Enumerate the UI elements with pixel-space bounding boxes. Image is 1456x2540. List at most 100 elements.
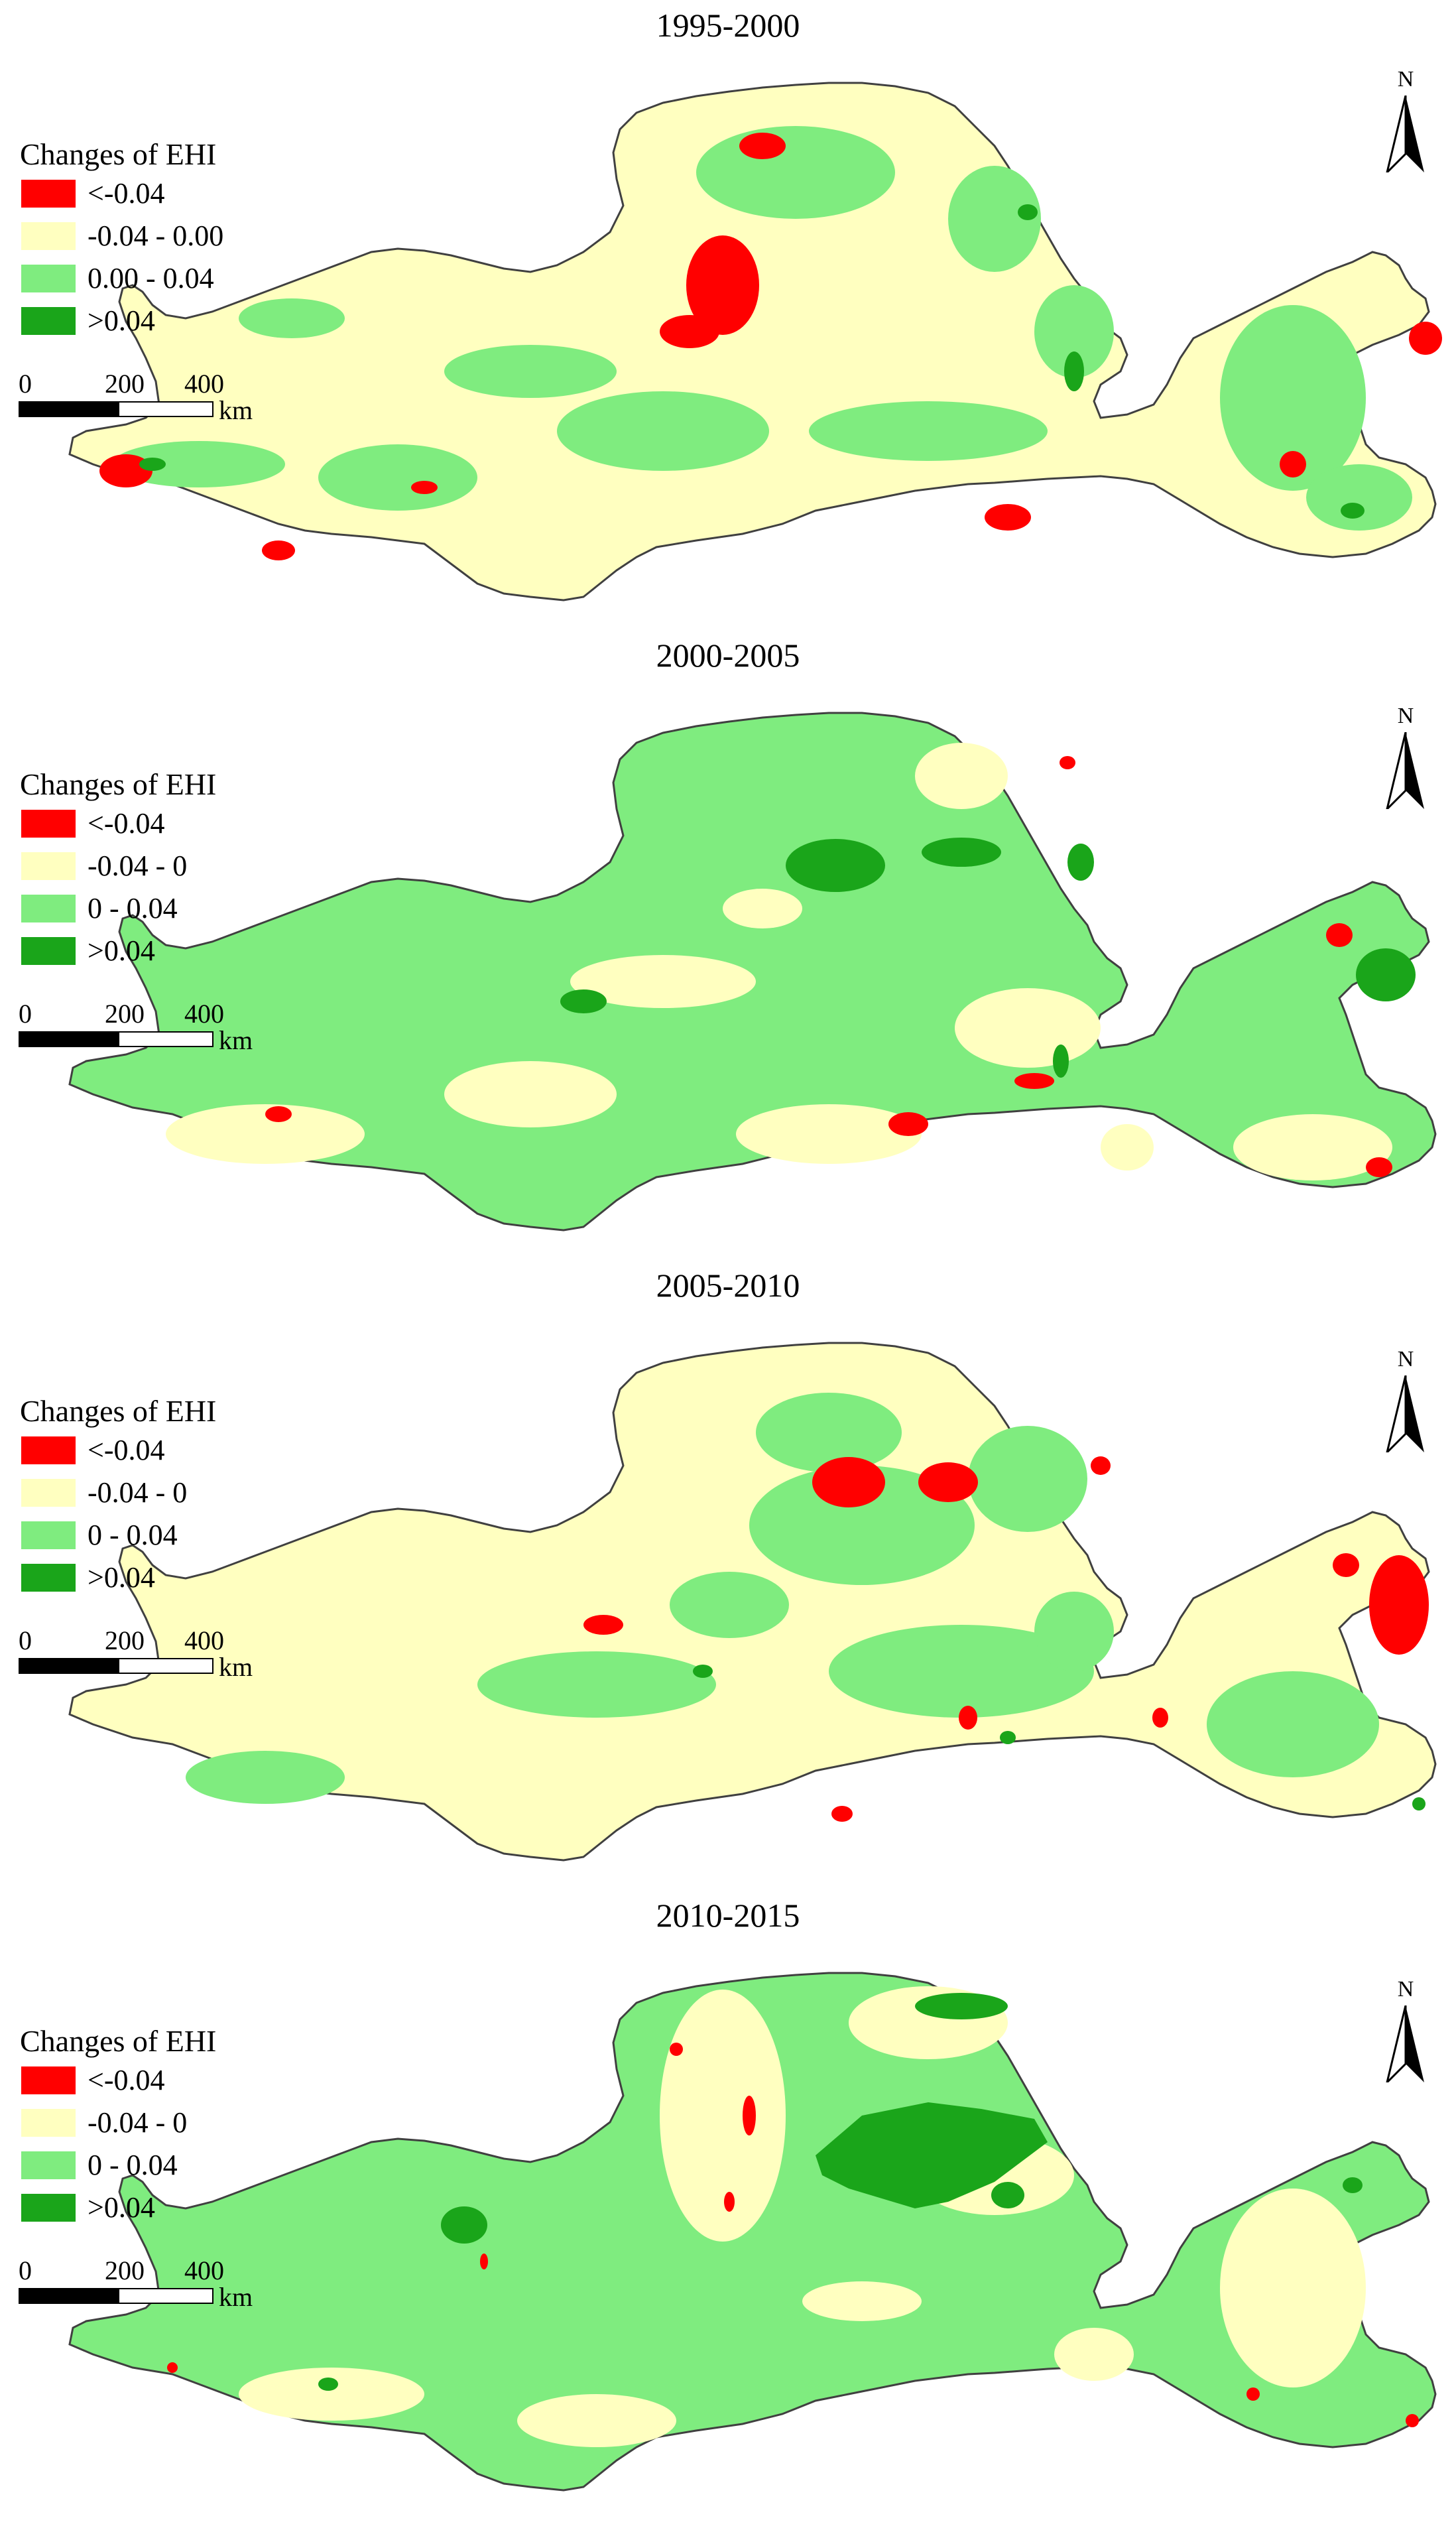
scale-bar-black — [19, 1658, 118, 1674]
legend-item: 0 - 0.04 — [20, 1515, 298, 1557]
legend-swatch-strong-increase — [21, 307, 76, 335]
scale-unit: km — [219, 2282, 253, 2312]
legend-item: <-0.04 — [20, 2060, 298, 2102]
legend-swatch-strong-decrease — [21, 1436, 76, 1464]
scale-bar-black — [19, 401, 118, 417]
scale-tick: 200 — [105, 999, 145, 1029]
strong-increase-patches — [693, 1665, 1426, 1810]
legend: Changes of EHI <-0.04 -0.04 - 0.00 0.00 … — [20, 136, 298, 343]
map-panel-2000-2005: 2000-2005 Changes of EHI <-0.04 -0.04 - … — [0, 630, 1456, 1260]
legend-item: -0.04 - 0 — [20, 846, 298, 888]
legend-swatch-strong-decrease — [21, 2066, 76, 2094]
scale-tick: 400 — [184, 999, 224, 1029]
legend-title: Changes of EHI — [20, 1394, 217, 1428]
legend-swatch-slight-increase — [21, 895, 76, 922]
basin-map — [68, 1342, 1437, 1862]
legend-label: 0.00 - 0.04 — [88, 262, 214, 294]
legend: Changes of EHI <-0.04 -0.04 - 0 0 - 0.04… — [20, 2023, 298, 2230]
map-panel-2010-2015: 2010-2015 Changes of EHI <-0.04 -0.04 - … — [0, 1890, 1456, 2520]
legend-item: <-0.04 — [20, 1430, 298, 1472]
legend-item: >0.04 — [20, 930, 298, 973]
legend-label: <-0.04 — [88, 807, 165, 840]
legend-item: -0.04 - 0 — [20, 1472, 298, 1515]
legend-label: >0.04 — [88, 934, 155, 967]
legend-swatch-slight-increase — [21, 1521, 76, 1549]
panel-title: 2010-2015 — [656, 1897, 800, 1934]
legend: Changes of EHI <-0.04 -0.04 - 0 0 - 0.04… — [20, 1393, 298, 1600]
legend-item: >0.04 — [20, 2187, 298, 2230]
north-arrow: N — [1379, 703, 1432, 816]
north-arrow-icon — [1386, 732, 1424, 809]
strong-decrease-patches — [99, 133, 1442, 560]
legend-item: <-0.04 — [20, 803, 298, 846]
north-arrow: N — [1379, 66, 1432, 179]
legend-swatch-slight-decrease — [21, 222, 76, 250]
scale-bar-white — [118, 1658, 213, 1674]
scale-tick: 400 — [184, 2255, 224, 2285]
north-arrow-icon — [1386, 2005, 1424, 2082]
panel-title: 2000-2005 — [656, 637, 800, 674]
legend-swatch-strong-increase — [21, 1564, 76, 1592]
north-arrow-icon — [1386, 95, 1424, 172]
scale-bar: 0 200 400 km — [19, 1625, 284, 1684]
legend-item: 0.00 - 0.04 — [20, 258, 298, 300]
legend-label: >0.04 — [88, 2191, 155, 2224]
legend-label: 0 - 0.04 — [88, 892, 178, 924]
north-label: N — [1397, 1977, 1414, 2001]
legend-item: >0.04 — [20, 1557, 298, 1600]
panel-title: 2005-2010 — [656, 1267, 800, 1304]
basin-map — [68, 712, 1437, 1232]
legend-label: 0 - 0.04 — [88, 1519, 178, 1551]
map-panel-1995-2000: 1995-2000 Changes of EHI <-0.04 -0.04 - … — [0, 0, 1456, 630]
legend-swatch-slight-decrease — [21, 1479, 76, 1507]
basin-map — [68, 82, 1442, 602]
decrease-patches — [166, 743, 1392, 1180]
strong-decrease-patches — [265, 756, 1392, 1177]
legend: Changes of EHI <-0.04 -0.04 - 0 0 - 0.04… — [20, 766, 298, 973]
strong-increase-patches — [139, 204, 1365, 519]
legend-label: 0 - 0.04 — [88, 2149, 178, 2181]
north-arrow: N — [1379, 1976, 1432, 2089]
increase-patches — [186, 1393, 1379, 1804]
panel-title: 1995-2000 — [656, 7, 800, 44]
legend-swatch-strong-increase — [21, 2194, 76, 2222]
north-label: N — [1397, 1347, 1414, 1371]
scale-tick: 200 — [105, 2255, 145, 2285]
scale-bar: 0 200 400 km — [19, 368, 284, 428]
legend-label: <-0.04 — [88, 1434, 165, 1466]
map-panel-2005-2010: 2005-2010 Changes of EHI <-0.04 -0.04 - … — [0, 1260, 1456, 1890]
legend-label: >0.04 — [88, 304, 155, 337]
legend-label: <-0.04 — [88, 2064, 165, 2096]
strong-increase-patches — [318, 1993, 1363, 2391]
scale-bar: 0 200 400 km — [19, 998, 284, 1058]
legend-label: -0.04 - 0 — [88, 2106, 188, 2139]
legend-item: 0 - 0.04 — [20, 888, 298, 930]
scale-tick: 0 — [19, 1625, 32, 1655]
scale-tick: 200 — [105, 1625, 145, 1655]
legend-swatch-strong-increase — [21, 937, 76, 965]
legend-swatch-slight-decrease — [21, 2109, 76, 2137]
legend-swatch-slight-increase — [21, 265, 76, 292]
legend-label: -0.04 - 0.00 — [88, 220, 224, 252]
strong-increase-patches — [560, 838, 1416, 1078]
north-label: N — [1397, 67, 1414, 92]
decrease-patches — [239, 1986, 1366, 2447]
legend-label: -0.04 - 0 — [88, 850, 188, 882]
scale-bar-white — [118, 401, 213, 417]
scale-bar-black — [19, 1031, 118, 1047]
scale-bar-white — [118, 1031, 213, 1047]
scale-unit: km — [219, 1025, 253, 1055]
scale-tick: 0 — [19, 999, 32, 1029]
strong-decrease-patches — [167, 2043, 1419, 2427]
basin-map — [68, 1972, 1437, 2492]
scale-bar-white — [118, 2288, 213, 2304]
scale-unit: km — [219, 395, 253, 425]
legend-item: -0.04 - 0 — [20, 2102, 298, 2145]
strong-decrease-patches — [583, 1456, 1429, 1822]
scale-tick: 0 — [19, 2255, 32, 2285]
legend-item: >0.04 — [20, 300, 298, 343]
legend-item: <-0.04 — [20, 173, 298, 216]
legend-swatch-slight-decrease — [21, 852, 76, 880]
scale-bar: 0 200 400 km — [19, 2255, 284, 2315]
scale-unit: km — [219, 1652, 253, 1682]
